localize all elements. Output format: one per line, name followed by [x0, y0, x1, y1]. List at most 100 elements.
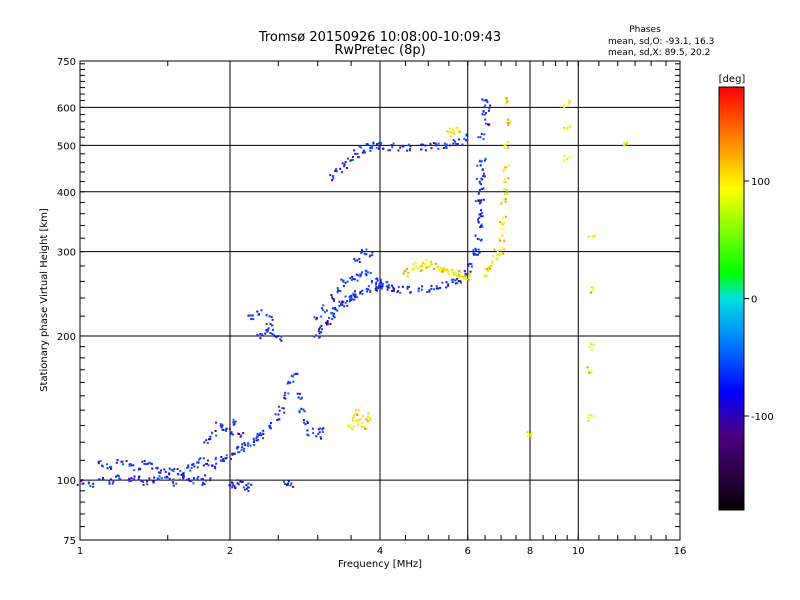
data-point-X	[459, 271, 462, 274]
data-point-X	[458, 270, 461, 272]
data-point-O	[233, 452, 236, 455]
data-point-O	[482, 187, 485, 190]
data-point-O	[379, 280, 382, 283]
data-point-O	[132, 464, 135, 467]
data-point-O	[344, 295, 347, 298]
data-point-X	[402, 272, 405, 275]
data-point-O	[456, 282, 459, 285]
data-point-X	[509, 121, 512, 124]
data-point-O	[81, 479, 84, 482]
data-point-O	[112, 480, 115, 483]
data-point-O	[298, 411, 301, 414]
data-point-O	[158, 478, 161, 481]
data-point-O	[92, 482, 95, 485]
data-point-O	[370, 145, 373, 148]
data-point-O	[143, 462, 146, 465]
data-point-O	[354, 293, 357, 296]
data-point-O	[339, 167, 342, 170]
data-point-O	[110, 465, 113, 468]
data-point-O	[296, 392, 299, 395]
data-points-layer	[76, 97, 629, 493]
data-point-O	[202, 481, 205, 484]
data-point-O	[129, 463, 132, 466]
data-point-O	[361, 249, 363, 252]
data-point-X	[459, 275, 462, 278]
data-point-X	[527, 434, 530, 437]
data-point-O	[486, 101, 489, 104]
data-point-X	[447, 131, 450, 133]
data-point-O	[476, 253, 479, 256]
data-point-O	[334, 306, 336, 309]
data-point-X	[503, 239, 506, 242]
data-point-O	[270, 316, 273, 318]
data-point-O	[348, 300, 351, 303]
data-point-O	[243, 447, 245, 450]
data-point-O	[479, 215, 482, 218]
data-point-X	[507, 177, 510, 180]
data-point-X	[507, 141, 510, 144]
data-point-X	[404, 269, 407, 272]
data-point-O	[467, 264, 470, 267]
data-point-O	[265, 329, 268, 332]
data-point-O	[476, 164, 479, 167]
data-point-O	[280, 339, 283, 342]
data-point-O	[330, 312, 333, 315]
data-point-X	[369, 417, 372, 420]
data-point-O	[295, 372, 297, 375]
y-tick-label: 500	[57, 141, 76, 152]
data-point-O	[447, 284, 449, 287]
chart-subtitle: RwPretec (8p)	[334, 43, 425, 58]
data-point-O	[325, 323, 328, 326]
data-point-O	[115, 475, 117, 478]
data-point-O	[206, 459, 209, 462]
data-point-O	[351, 275, 354, 278]
data-point-O	[302, 419, 305, 422]
data-point-O	[106, 467, 109, 470]
data-point-O	[441, 281, 444, 284]
data-point-O	[392, 142, 395, 145]
data-point-O	[343, 165, 346, 168]
y-axis-label: Stationary phase Virtual Height [km]	[39, 208, 50, 392]
data-point-O	[179, 470, 182, 473]
data-point-X	[443, 267, 446, 270]
data-point-X	[499, 221, 501, 224]
data-point-X	[500, 203, 503, 205]
data-point-O	[225, 454, 228, 457]
data-point-O	[209, 438, 212, 441]
data-point-O	[328, 316, 331, 319]
data-point-O	[409, 148, 412, 150]
colorbar-label: [deg]	[719, 74, 746, 85]
data-point-X	[588, 414, 591, 417]
data-point-O	[269, 427, 272, 430]
data-point-O	[333, 312, 335, 315]
data-point-O	[219, 423, 222, 426]
data-point-O	[255, 437, 258, 439]
data-point-X	[505, 99, 508, 102]
data-point-O	[480, 133, 483, 135]
data-point-X	[530, 431, 533, 434]
data-point-X	[355, 419, 358, 422]
data-point-O	[366, 290, 369, 293]
data-point-O	[125, 460, 128, 462]
data-point-O	[253, 441, 255, 443]
data-point-O	[232, 421, 235, 424]
data-point-O	[109, 478, 112, 481]
data-point-O	[479, 213, 482, 216]
data-point-O	[249, 444, 252, 447]
data-point-O	[365, 287, 368, 290]
data-point-X	[453, 273, 455, 276]
data-point-O	[284, 391, 287, 394]
data-point-O	[219, 459, 222, 462]
data-point-O	[101, 465, 104, 468]
data-point-O	[332, 298, 335, 301]
data-point-O	[356, 152, 359, 155]
data-point-O	[173, 468, 176, 470]
data-point-O	[359, 291, 362, 293]
data-point-O	[233, 485, 236, 488]
data-point-O	[369, 289, 372, 292]
data-point-O	[371, 251, 374, 254]
data-point-X	[563, 154, 566, 157]
data-point-X	[503, 240, 506, 243]
data-point-O	[379, 146, 381, 148]
data-point-O	[256, 435, 259, 438]
